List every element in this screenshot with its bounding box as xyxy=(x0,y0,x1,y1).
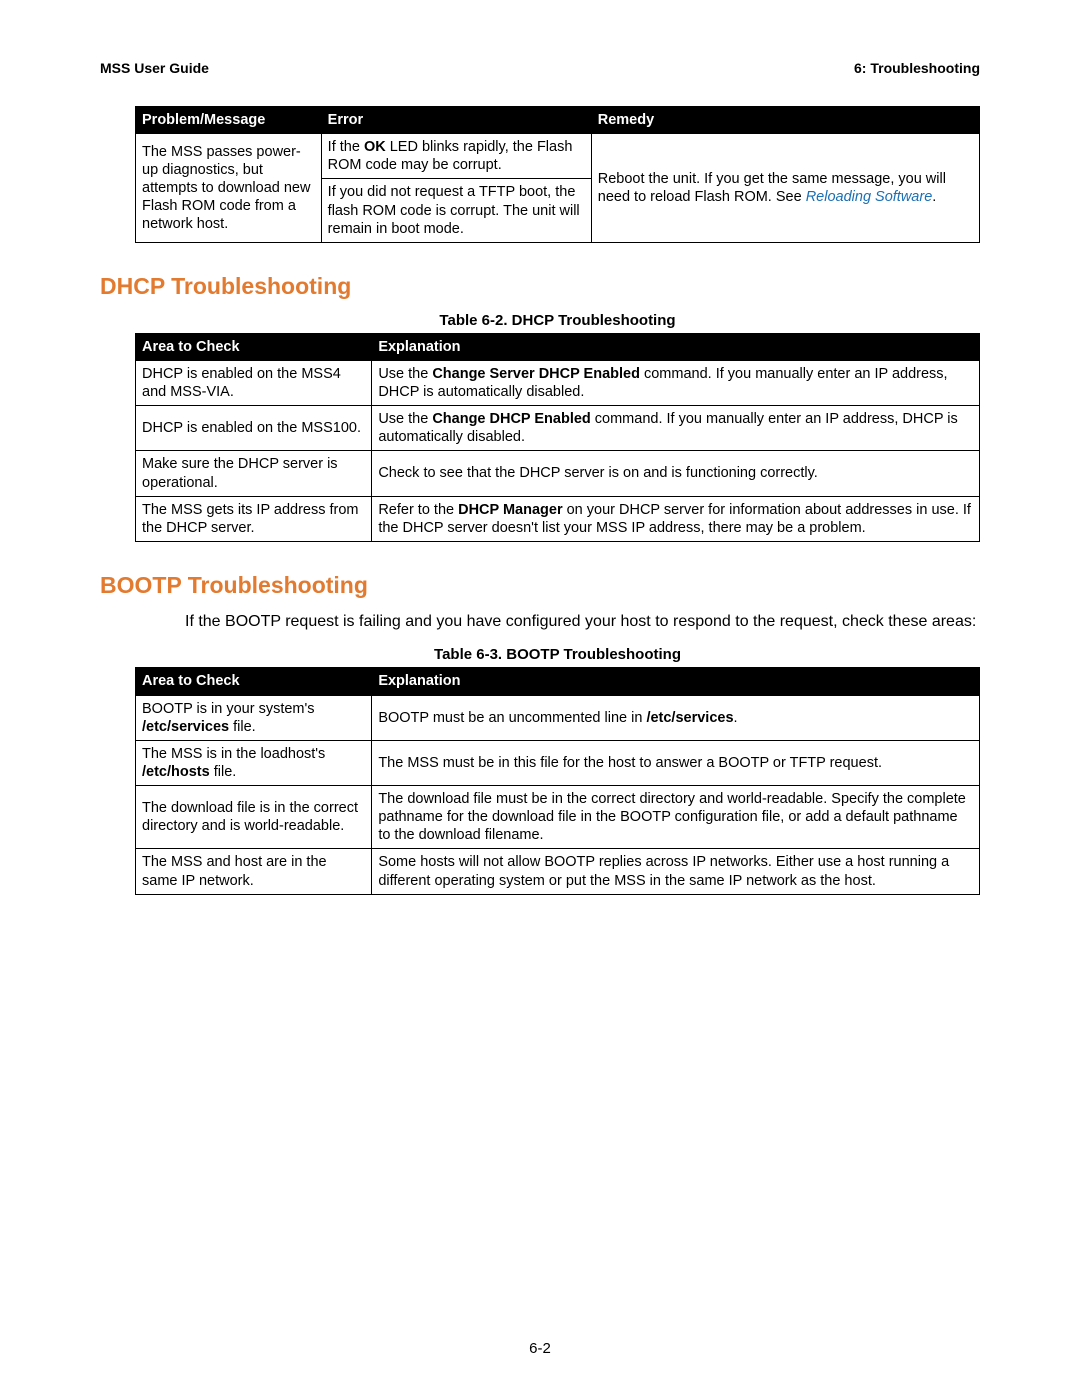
text: Use the xyxy=(378,366,432,382)
bold-text: Change Server DHCP Enabled xyxy=(432,366,640,382)
table-header: Error xyxy=(321,107,591,134)
table-cell: The MSS is in the loadhost's /etc/hosts … xyxy=(136,740,372,785)
table-cell: BOOTP must be an uncommented line in /et… xyxy=(372,695,980,740)
text: BOOTP must be an uncommented line in xyxy=(378,710,646,726)
text: . xyxy=(734,710,738,726)
header-right: 6: Troubleshooting xyxy=(854,60,980,76)
bold-text: DHCP Manager xyxy=(458,502,562,518)
table-cell: DHCP is enabled on the MSS4 and MSS-VIA. xyxy=(136,360,372,405)
table-header: Area to Check xyxy=(136,333,372,360)
table-cell: The download file must be in the correct… xyxy=(372,786,980,849)
text: file. xyxy=(229,719,256,735)
table-cell: The download file is in the correct dire… xyxy=(136,786,372,849)
table-caption: Table 6-2. DHCP Troubleshooting xyxy=(135,312,980,329)
table-cell: BOOTP is in your system's /etc/services … xyxy=(136,695,372,740)
table-cell: Check to see that the DHCP server is on … xyxy=(372,451,980,496)
bootp-intro: If the BOOTP request is failing and you … xyxy=(185,611,980,633)
table-cell: Make sure the DHCP server is operational… xyxy=(136,451,372,496)
link-text[interactable]: Reloading Software xyxy=(806,189,933,205)
section-heading-bootp: BOOTP Troubleshooting xyxy=(100,572,980,599)
table-header: Explanation xyxy=(372,333,980,360)
text: If the xyxy=(328,139,364,155)
text: Refer to the xyxy=(378,502,458,518)
table-cell: If you did not request a TFTP boot, the … xyxy=(321,179,591,242)
table-header: Problem/Message xyxy=(136,107,322,134)
table-caption: Table 6-3. BOOTP Troubleshooting xyxy=(135,646,980,663)
table-header: Explanation xyxy=(372,668,980,695)
table-cell: Use the Change DHCP Enabled command. If … xyxy=(372,406,980,451)
dhcp-table-wrap: Table 6-2. DHCP Troubleshooting Area to … xyxy=(135,312,980,542)
problem-error-remedy-table: Problem/Message Error Remedy The MSS pas… xyxy=(135,106,980,243)
table-cell: DHCP is enabled on the MSS100. xyxy=(136,406,372,451)
table-cell: The MSS gets its IP address from the DHC… xyxy=(136,496,372,541)
text: The MSS is in the loadhost's xyxy=(142,746,325,762)
header-left: MSS User Guide xyxy=(100,60,209,76)
text: Use the xyxy=(378,411,432,427)
table-cell: Reboot the unit. If you get the same mes… xyxy=(591,134,979,243)
table-cell: If the OK LED blinks rapidly, the Flash … xyxy=(321,134,591,179)
table-cell: Use the Change Server DHCP Enabled comma… xyxy=(372,360,980,405)
bold-text: /etc/services xyxy=(646,710,733,726)
bold-text: /etc/services xyxy=(142,719,229,735)
text: . xyxy=(932,189,936,205)
table-cell: Refer to the DHCP Manager on your DHCP s… xyxy=(372,496,980,541)
page-header: MSS User Guide 6: Troubleshooting xyxy=(100,60,980,76)
page-number: 6-2 xyxy=(0,1340,1080,1357)
text: BOOTP is in your system's xyxy=(142,701,315,717)
table-cell: The MSS passes power-up diagnostics, but… xyxy=(136,134,322,243)
bootp-table-wrap: Table 6-3. BOOTP Troubleshooting Area to… xyxy=(135,646,980,894)
table-header: Remedy xyxy=(591,107,979,134)
table-cell: The MSS and host are in the same IP netw… xyxy=(136,849,372,894)
table-cell: Some hosts will not allow BOOTP replies … xyxy=(372,849,980,894)
bold-text: /etc/hosts xyxy=(142,764,210,780)
section-heading-dhcp: DHCP Troubleshooting xyxy=(100,273,980,300)
table-cell: The MSS must be in this file for the hos… xyxy=(372,740,980,785)
text: file. xyxy=(210,764,237,780)
bold-text: OK xyxy=(364,139,386,155)
table-header: Area to Check xyxy=(136,668,372,695)
bold-text: Change DHCP Enabled xyxy=(432,411,590,427)
